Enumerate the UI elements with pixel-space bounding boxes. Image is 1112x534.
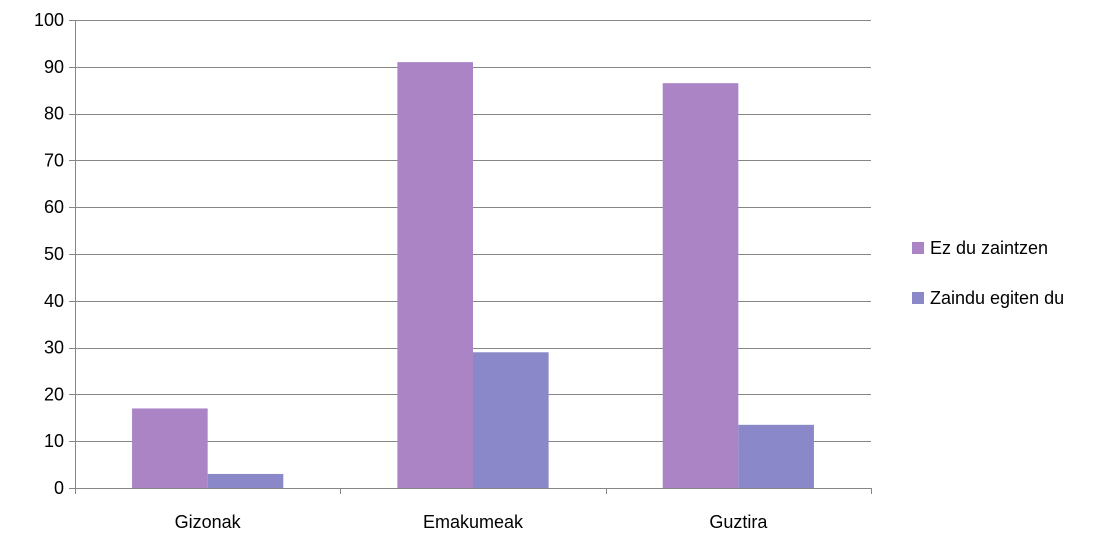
y-tick-label-10: 10 <box>44 431 64 451</box>
bar-gizonak-zaindu-egiten-du <box>207 473 284 488</box>
y-tick-label-50: 50 <box>44 244 64 264</box>
y-tick-label-100: 100 <box>34 10 64 30</box>
legend-label-ez-du-zaintzen: Ez du zaintzen <box>930 237 1049 258</box>
bar-guztira-ez-du-zaintzen <box>662 83 739 489</box>
x-tick-label-guztira: Guztira <box>709 512 768 532</box>
y-tick-label-60: 60 <box>44 197 64 217</box>
bars <box>132 62 814 489</box>
bar-emakumeak-zaindu-egiten-du <box>473 352 549 488</box>
y-tick-label-80: 80 <box>44 104 64 124</box>
legend-swatch-zaindu-egiten-du <box>912 292 924 304</box>
legend-item-zaindu-egiten-du: Zaindu egiten du <box>912 286 1112 310</box>
bar-emakumeak-ez-du-zaintzen <box>397 62 473 489</box>
y-tick-label-30: 30 <box>44 338 64 358</box>
legend-item-ez-du-zaintzen: Ez du zaintzen <box>912 236 1112 260</box>
x-tick-label-gizonak: Gizonak <box>175 512 242 532</box>
y-tick-label-70: 70 <box>44 150 64 170</box>
bar-gizonak-ez-du-zaintzen <box>132 408 208 488</box>
axes <box>69 20 872 494</box>
y-tick-label-0: 0 <box>54 478 64 498</box>
legend: Ez du zaintzen Zaindu egiten du <box>912 236 1112 336</box>
y-tick-label-20: 20 <box>44 384 64 404</box>
legend-label-zaindu-egiten-du: Zaindu egiten du <box>930 287 1065 308</box>
y-tick-label-90: 90 <box>44 57 64 77</box>
x-tick-label-emakumeak: Emakumeak <box>423 512 524 532</box>
bar-guztira-zaindu-egiten-du <box>738 424 814 488</box>
legend-swatch-ez-du-zaintzen <box>912 242 924 254</box>
y-tick-label-40: 40 <box>44 291 64 311</box>
tick-labels: 0 10 20 30 40 50 60 70 80 90 100 Gizonak Emakumeak Gu… <box>34 10 768 532</box>
